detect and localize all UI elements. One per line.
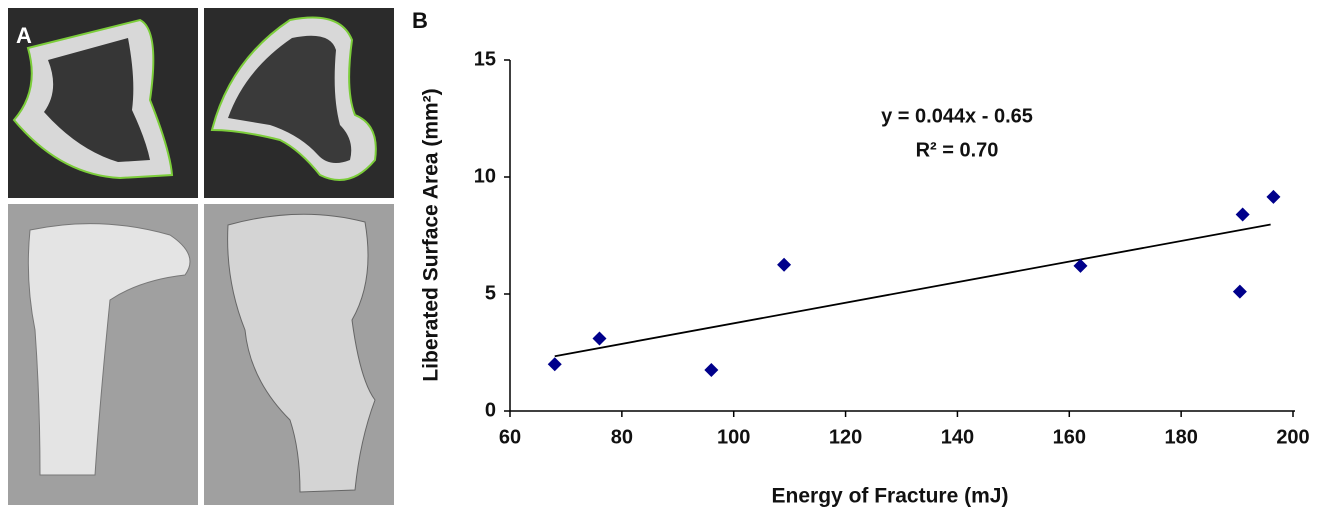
data-point (547, 357, 562, 372)
bone-interior (44, 38, 150, 162)
data-point (1073, 258, 1088, 273)
y-tick-label: 5 (485, 282, 496, 304)
data-point (1266, 189, 1281, 204)
x-tick-label: 100 (717, 426, 750, 448)
x-tick-label: 160 (1053, 426, 1086, 448)
bone-render (227, 213, 376, 493)
x-tick-label: 120 (829, 426, 862, 448)
y-tick-label: 10 (474, 165, 496, 187)
data-point (704, 363, 719, 378)
equation: y = 0.044x - 0.65 (881, 105, 1033, 127)
y-tick-label: 0 (485, 399, 496, 421)
data-point (592, 331, 607, 346)
x-tick-label: 180 (1164, 426, 1197, 448)
data-point (1235, 207, 1250, 222)
panel-label: B (412, 8, 428, 33)
x-axis-label: Energy of Fracture (mJ) (772, 485, 1009, 508)
panel-label: A (16, 23, 32, 48)
x-tick-label: 60 (499, 426, 521, 448)
y-axis-label: Liberated Surface Area (mm²) (420, 88, 443, 381)
y-tick-label: 15 (474, 48, 496, 70)
x-tick-label: 200 (1276, 426, 1309, 448)
r-squared: R² = 0.70 (916, 139, 999, 161)
x-tick-label: 140 (941, 426, 974, 448)
bone-render (27, 223, 191, 476)
data-point (1232, 284, 1247, 299)
trendline (554, 223, 1271, 358)
x-tick-label: 80 (611, 426, 633, 448)
data-point (777, 257, 792, 272)
bone-interior (228, 35, 352, 164)
